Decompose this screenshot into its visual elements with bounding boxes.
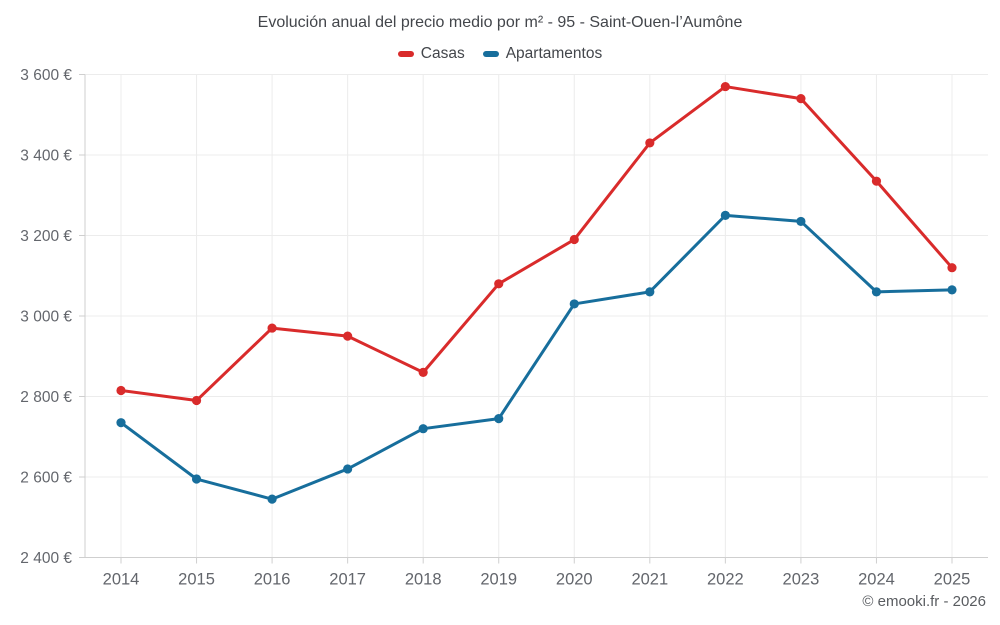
y-axis-tick-label: 3 600 € <box>20 67 72 84</box>
legend-label-casas: Casas <box>420 45 465 62</box>
apartamentos-data-point <box>343 464 353 474</box>
apartamentos-data-point <box>796 216 806 227</box>
apartamentos-data-point <box>871 287 882 297</box>
casas-data-point <box>418 367 428 377</box>
y-axis-tick-label: 3 000 € <box>20 309 72 326</box>
y-axis-tick-label: 2 600 € <box>20 470 72 487</box>
casas-data-point <box>720 81 730 92</box>
apartamentos-data-point <box>116 418 126 428</box>
legend-item-apartamentos[interactable]: Apartamentos <box>482 45 603 63</box>
casas-data-point <box>871 176 882 186</box>
casas-data-point <box>645 138 655 148</box>
apartamentos-series-swatch-icon <box>482 51 499 57</box>
casas-data-point <box>116 385 126 396</box>
legend: Casas Apartamentos <box>0 45 1000 63</box>
copyright-credit: © emooki.fr - 2026 <box>862 593 986 610</box>
apartamentos-data-point <box>720 210 730 220</box>
chart-title: Evolución anual del precio medio por m² … <box>257 14 743 31</box>
legend-item-casas[interactable]: Casas <box>397 45 465 63</box>
y-axis-tick-label: 2 800 € <box>20 389 72 406</box>
y-axis-tick-label: 3 400 € <box>20 148 72 165</box>
casas-data-point <box>494 279 504 289</box>
casas-data-point <box>569 234 579 245</box>
x-axis-tick-label: 2022 <box>707 571 744 589</box>
casas-data-point <box>947 263 957 273</box>
x-axis-tick-label: 2024 <box>858 571 895 589</box>
apartamentos-series-line <box>119 213 954 501</box>
apartamentos-data-point <box>418 424 428 434</box>
casas-data-point <box>191 395 202 406</box>
x-axis-tick-label: 2020 <box>556 571 593 589</box>
casas-data-point <box>796 94 806 104</box>
x-axis-tick-label: 2021 <box>631 571 668 589</box>
apartamentos-data-point <box>267 494 277 504</box>
x-axis-tick-label: 2014 <box>103 571 140 589</box>
x-axis-tick-label: 2018 <box>405 571 442 589</box>
x-axis-tick-label: 2016 <box>254 571 291 589</box>
apartamentos-data-point <box>191 474 202 484</box>
casas-series-line <box>119 85 954 403</box>
x-axis-tick-label: 2019 <box>480 571 517 589</box>
x-axis-tick-label: 2017 <box>329 571 366 589</box>
casas-data-point <box>343 331 353 341</box>
x-axis-tick-label: 2025 <box>934 571 971 589</box>
apartamentos-data-point <box>947 285 957 295</box>
y-axis-tick-label: 2 400 € <box>20 550 72 567</box>
legend-label-apartamentos: Apartamentos <box>505 45 603 62</box>
casas-data-point <box>267 323 277 333</box>
y-axis-tick-label: 3 200 € <box>20 228 72 245</box>
apartamentos-data-point <box>569 299 579 309</box>
apartamentos-data-point <box>494 414 504 424</box>
x-axis-tick-label: 2015 <box>178 571 215 589</box>
apartamentos-data-point <box>645 287 655 297</box>
casas-series-swatch-icon <box>397 51 414 57</box>
x-axis-tick-label: 2023 <box>783 571 820 589</box>
